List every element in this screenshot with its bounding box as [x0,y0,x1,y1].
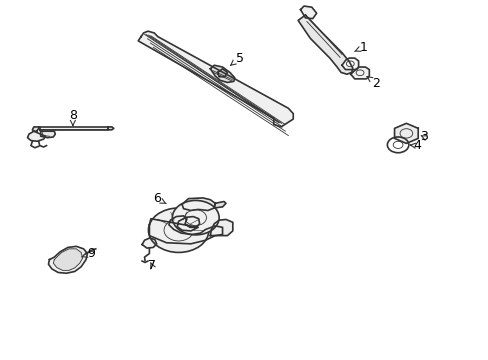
Polygon shape [149,216,222,244]
Circle shape [148,208,208,252]
Polygon shape [350,67,368,79]
Polygon shape [142,238,157,248]
Polygon shape [182,198,215,211]
Text: 4: 4 [409,139,421,152]
Polygon shape [210,65,234,82]
Text: 5: 5 [230,51,243,66]
Polygon shape [217,69,227,77]
Polygon shape [108,127,114,130]
Polygon shape [214,202,225,208]
Polygon shape [300,6,316,19]
Text: 6: 6 [152,192,165,205]
Polygon shape [53,249,82,270]
Text: 9: 9 [81,247,95,260]
Circle shape [172,201,219,235]
Polygon shape [48,246,87,273]
Polygon shape [40,127,108,130]
Text: 8: 8 [69,109,77,125]
Text: 3: 3 [419,130,427,144]
Text: 2: 2 [366,76,379,90]
Polygon shape [138,31,293,127]
Text: 1: 1 [354,41,367,54]
Polygon shape [298,15,352,74]
Text: 7: 7 [147,259,156,272]
Polygon shape [27,131,45,141]
Polygon shape [41,131,55,138]
Polygon shape [341,58,358,69]
Polygon shape [32,127,40,131]
Polygon shape [394,123,417,143]
Polygon shape [210,220,232,235]
